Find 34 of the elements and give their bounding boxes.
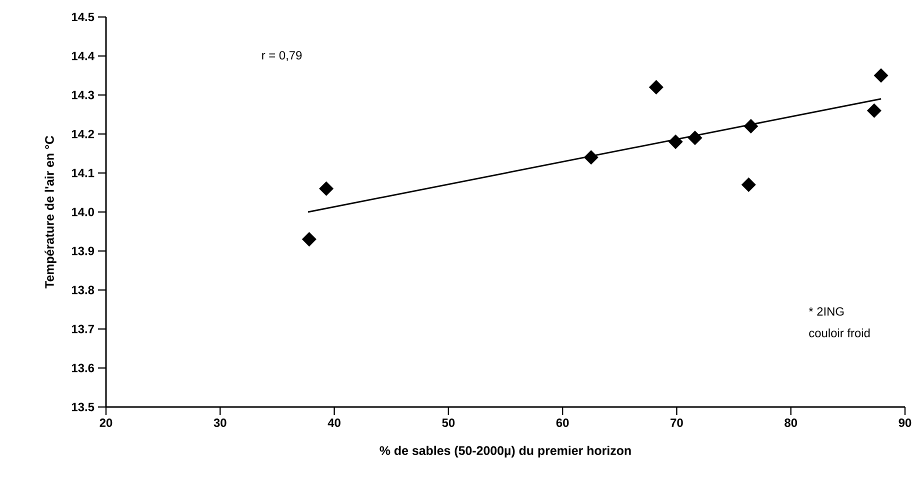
point — [302, 232, 316, 246]
x-tick-label: 70 — [670, 418, 683, 427]
point — [668, 134, 683, 149]
point — [744, 119, 758, 134]
x-tick-label: 20 — [100, 418, 112, 427]
y-tick-label: 14.1 — [72, 168, 94, 178]
y-tick-label: 13.6 — [72, 364, 94, 372]
x-tick-label: 80 — [784, 418, 798, 427]
y-tick-label: 13.5 — [72, 402, 94, 412]
point — [867, 104, 882, 118]
point — [584, 150, 598, 164]
y-tick-label: 13.9 — [72, 246, 94, 256]
y-tick-label: 14.3 — [72, 90, 94, 100]
point — [688, 130, 702, 145]
x-axis-title: % de sables (50-2000µ) du premier horizon — [380, 446, 631, 458]
annotation: r = 0,79 — [262, 51, 302, 61]
annotation: * 2ING — [808, 307, 844, 316]
x-tick-label: 30 — [214, 418, 226, 428]
point — [319, 182, 334, 196]
y-tick-label: 14.2 — [72, 130, 94, 138]
y-tick-label: 13.8 — [72, 286, 94, 294]
annotation: couloir froid — [809, 328, 870, 338]
point — [649, 80, 664, 94]
x-tick-label: 50 — [442, 418, 455, 427]
point — [742, 178, 756, 192]
x-tick-label: 90 — [898, 418, 912, 427]
y-tick-label: 14.4 — [72, 52, 94, 60]
y-tick-label: 13.7 — [72, 324, 94, 334]
x-tick-label: 60 — [556, 418, 569, 427]
y-tick-label: 14.0 — [72, 208, 94, 216]
point — [874, 68, 888, 82]
x-tick-label: 40 — [328, 418, 340, 427]
y-axis-title: Température de l'air en °C — [44, 136, 56, 288]
y-tick-label: 14.5 — [72, 12, 94, 22]
